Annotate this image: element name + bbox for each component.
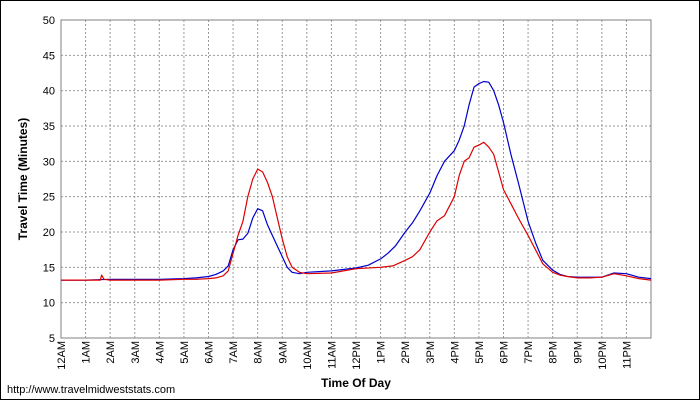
y-tick-label: 40 [43,86,55,98]
plot-area [61,20,651,338]
x-tick-label: 2AM [105,341,117,364]
x-axis-ticks: 12AM 1AM 2AM 3AM 4AM 5AM 6AM 7AM 8AM 9AM 10AM 11AM 1… [56,341,633,370]
y-axis-title: Travel Time (Minutes) [16,118,30,240]
x-tick-label: 5AM [179,341,191,364]
x-tick-label: 11AM [326,341,338,369]
x-tick-label: 8AM [253,341,265,364]
x-tick-label: 9PM [572,341,584,364]
plot-border [60,19,652,339]
x-tick-label: 8PM [548,341,560,364]
x-tick-label: 3AM [130,341,142,364]
x-tick-label: 11PM [621,341,633,369]
x-tick-label: 12AM [56,341,68,370]
y-tick-label: 20 [43,227,55,239]
x-tick-label: 7AM [228,341,240,364]
x-tick-label: 6AM [204,341,216,364]
y-axis-ticks: 5 10 15 20 25 30 35 40 45 50 [43,15,55,345]
x-tick-label: 7PM [523,341,535,364]
y-tick-label: 5 [49,333,55,345]
y-tick-label: 35 [43,121,55,133]
series-line-1 [61,80,652,281]
y-tick-label: 45 [43,50,55,62]
series-layer [61,80,652,281]
x-tick-label: 1PM [376,341,388,364]
y-tick-label: 30 [43,156,55,168]
x-tick-label: 4PM [449,341,461,364]
x-tick-label: 6PM [499,341,511,364]
x-tick-label: 10PM [597,341,609,370]
grid [61,20,651,338]
y-tick-label: 25 [43,192,55,204]
x-tick-label: 2PM [400,341,412,364]
x-axis-title: Time Of Day [321,376,391,390]
x-tick-label: 12PM [351,341,363,370]
y-tick-label: 50 [43,15,55,27]
series-line-2 [61,141,652,281]
source-url[interactable]: http://www.travelmidweststats.com [7,384,176,396]
x-tick-label: 4AM [154,341,166,364]
y-tick-label: 15 [43,262,55,274]
x-tick-label: 1AM [81,341,93,364]
x-tick-label: 3PM [425,341,437,364]
y-tick-label: 10 [43,298,55,310]
x-tick-label: 5PM [474,341,486,364]
x-tick-label: 10AM [302,341,314,370]
x-tick-label: 9AM [277,341,289,364]
